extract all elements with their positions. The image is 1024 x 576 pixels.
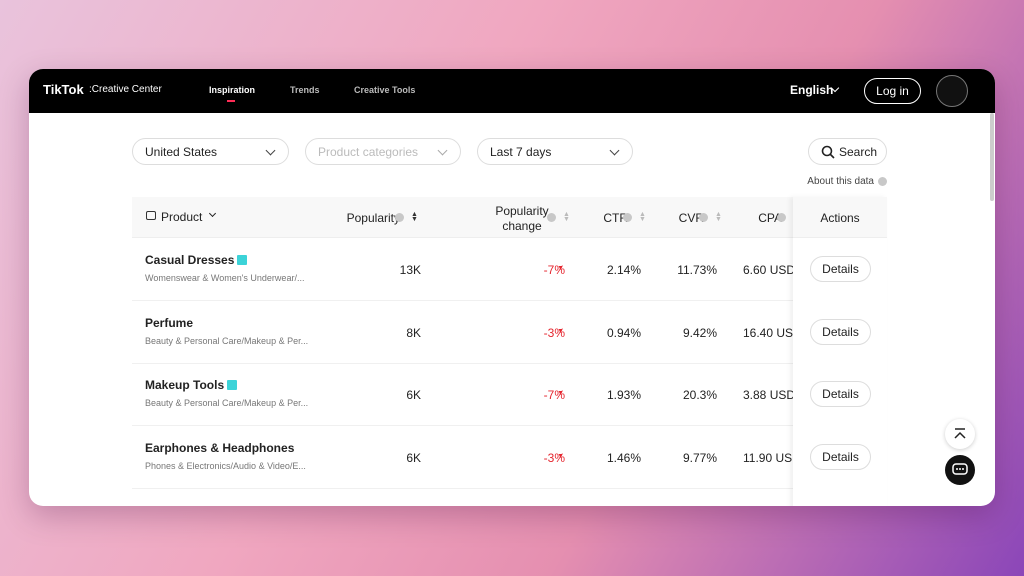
new-badge — [237, 255, 248, 265]
product-icon — [146, 211, 156, 220]
product-category: Phones & Electronics/Audio & Video/E... — [145, 460, 306, 471]
details-button[interactable]: Details — [810, 381, 871, 407]
row-divider — [132, 300, 887, 301]
cpa: 3.88 USD — [743, 388, 796, 402]
product-name: Perfume — [145, 315, 194, 330]
column-header: CVR — [678, 211, 704, 225]
details-button[interactable]: Details — [810, 256, 871, 282]
sort-icon: ▲▼ — [563, 211, 570, 223]
category-filter[interactable]: Product categories — [305, 138, 461, 165]
product-category: Beauty & Personal Care/Makeup & Per... — [145, 398, 309, 408]
cvr: 11.73% — [677, 263, 717, 277]
about-text: About this data — [807, 176, 874, 187]
chat-icon — [952, 463, 968, 475]
chevron — [265, 145, 276, 156]
popularity: 13K — [399, 263, 421, 277]
info-icon — [623, 213, 632, 222]
login-button[interactable]: Log in — [864, 78, 921, 104]
nav-link[interactable]: Inspiration — [209, 85, 256, 95]
cpa: 16.40 USD — [743, 325, 802, 340]
nav-link[interactable]: Creative Tools — [354, 85, 416, 95]
actions-header-bg — [793, 197, 887, 238]
change-arrow: ▼ — [557, 327, 564, 335]
popularity-change: -7% — [543, 388, 565, 402]
cpa: 11.90 USD — [743, 450, 801, 465]
country-filter[interactable]: United States — [132, 138, 289, 165]
active-indicator — [227, 100, 235, 102]
popularity-change: -3% — [543, 325, 565, 340]
filter-text: Last 7 days — [490, 144, 552, 159]
info-icon — [395, 213, 404, 222]
popularity-change: -7% — [543, 263, 565, 277]
product-name: Earphones & Headphones — [145, 440, 295, 455]
scrollbar — [990, 113, 994, 201]
change-arrow: ▼ — [557, 452, 564, 460]
sort-icon: ▲▼ — [639, 211, 646, 223]
popularity: 8K — [406, 325, 421, 340]
product-name: Makeup Tools — [145, 378, 238, 392]
column-header: CPA — [758, 211, 782, 225]
column-header: Popularity — [346, 211, 400, 225]
product-category: Womenswear & Women's Underwear/... — [145, 273, 305, 283]
change-arrow: ▼ — [557, 265, 564, 272]
ctr: 1.93% — [606, 388, 641, 402]
navbar: TikTok :Creative Center Inspiration Tren… — [29, 69, 995, 113]
table: Product Popularity Popularity change CTR CVR… — [132, 197, 887, 506]
cpa: 6.60 USD — [743, 263, 796, 277]
ctr: 0.94% — [606, 325, 641, 340]
search-button[interactable]: Search — [808, 138, 887, 165]
ctr: 1.46% — [606, 450, 641, 465]
chat-button[interactable] — [945, 455, 975, 485]
language[interactable]: English — [790, 83, 834, 97]
search-text: Search — [839, 144, 878, 159]
row-divider — [132, 487, 887, 489]
info-icon — [777, 213, 786, 222]
row-divider — [132, 362, 887, 364]
info-icon — [878, 176, 887, 186]
chevron — [437, 145, 448, 156]
about-link[interactable]: About this data — [807, 176, 887, 187]
search-icon — [821, 145, 835, 159]
sort-icon: ▲▼ — [715, 211, 722, 223]
cvr: 9.77% — [682, 450, 717, 465]
popularity-change: -3% — [543, 450, 565, 465]
details-button[interactable]: Details — [810, 443, 871, 470]
filter-text: Product categories — [318, 144, 419, 159]
ctr: 2.14% — [606, 263, 641, 277]
filter-text: United States — [145, 144, 218, 159]
sort-icon: ▲▼ — [411, 211, 418, 223]
column-header: Product — [161, 210, 203, 224]
new-badge — [227, 380, 238, 390]
nav-link[interactable]: Trends — [290, 85, 320, 95]
brand-suffix: :Creative Center — [89, 84, 162, 95]
chevron — [609, 145, 620, 156]
cvr: 20.3% — [682, 388, 717, 402]
column-header: Popularity change — [495, 204, 549, 233]
product-name: Casual Dresses — [145, 253, 248, 267]
brand: TikTok — [43, 82, 84, 97]
app-window: TikTok :Creative Center Inspiration Tren… — [29, 69, 995, 506]
details-button[interactable]: Details — [810, 318, 871, 345]
period-filter[interactable]: Last 7 days — [477, 138, 633, 165]
cvr: 9.42% — [682, 325, 717, 340]
product-category: Beauty & Personal Care/Makeup & Per... — [145, 335, 309, 346]
info-icon — [699, 213, 708, 222]
row-divider — [132, 425, 887, 426]
avatar[interactable] — [936, 75, 968, 107]
popularity: 6K — [406, 450, 421, 465]
popularity: 6K — [406, 388, 421, 402]
scroll-top-button[interactable] — [945, 419, 975, 449]
table-header — [132, 197, 887, 238]
column-header: Actions — [820, 211, 860, 225]
info-icon — [547, 213, 556, 222]
change-arrow: ▼ — [557, 390, 564, 397]
up-icon — [954, 428, 966, 439]
column-header: CTR — [603, 211, 628, 225]
